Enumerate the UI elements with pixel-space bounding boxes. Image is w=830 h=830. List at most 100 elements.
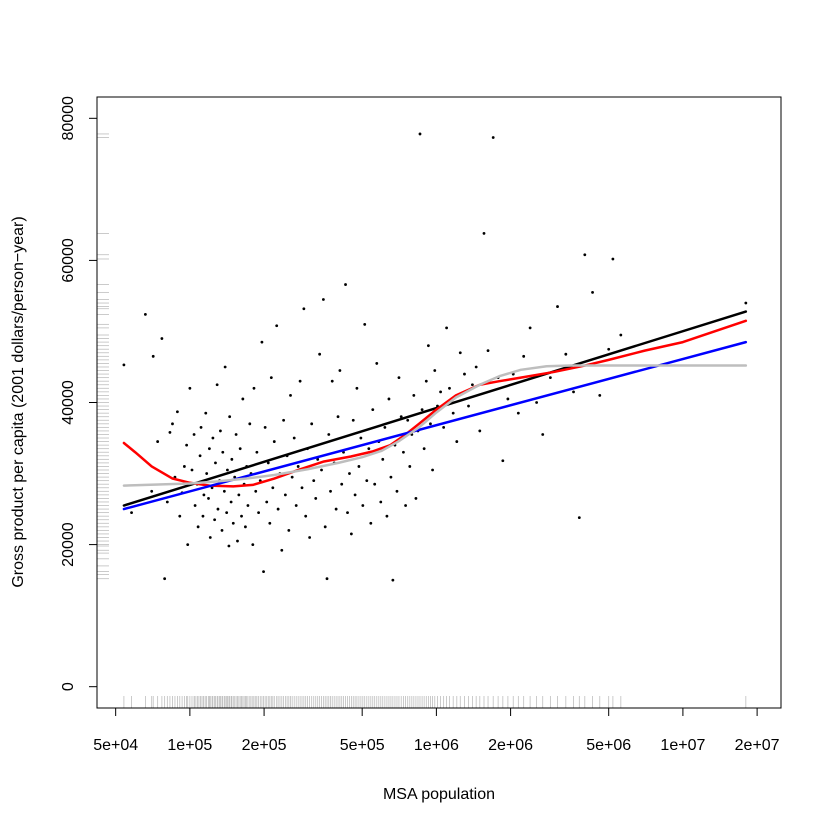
data-point xyxy=(240,514,243,518)
data-point xyxy=(448,386,451,390)
data-point xyxy=(308,536,312,539)
data-point xyxy=(619,333,623,337)
points xyxy=(122,132,748,582)
data-point xyxy=(296,465,300,468)
data-point xyxy=(491,136,495,139)
data-point xyxy=(302,307,306,311)
data-point xyxy=(298,379,302,383)
data-point xyxy=(237,493,241,497)
x-tick-label: 1e+05 xyxy=(167,737,212,754)
data-point xyxy=(463,372,466,376)
data-point xyxy=(351,418,355,422)
data-point xyxy=(412,393,416,397)
data-point xyxy=(211,436,215,440)
data-point xyxy=(228,415,232,419)
data-point xyxy=(223,365,227,369)
data-point xyxy=(321,298,325,301)
data-point xyxy=(219,429,222,433)
data-point xyxy=(391,578,395,582)
data-point xyxy=(381,457,385,461)
data-point xyxy=(383,425,387,429)
data-point xyxy=(404,504,407,507)
data-point xyxy=(282,418,286,422)
data-point xyxy=(220,528,224,532)
data-point xyxy=(433,369,437,372)
data-point xyxy=(420,408,424,412)
data-point xyxy=(325,577,329,581)
data-point xyxy=(528,326,532,330)
data-point xyxy=(445,326,448,330)
data-point xyxy=(230,457,234,461)
data-point xyxy=(156,440,160,443)
data-point xyxy=(122,363,126,367)
data-point xyxy=(272,440,276,443)
data-point xyxy=(577,516,581,519)
y-tick-label: 80000 xyxy=(60,96,77,141)
x-tick-label: 5e+05 xyxy=(340,737,385,754)
x-tick-label: 2e+05 xyxy=(242,737,287,754)
data-point xyxy=(226,468,229,472)
data-point xyxy=(387,397,391,401)
data-point xyxy=(556,305,559,308)
data-point xyxy=(165,500,169,504)
data-point xyxy=(478,429,482,433)
data-point xyxy=(355,386,359,390)
data-point xyxy=(408,465,412,468)
data-point xyxy=(202,493,206,497)
data-point xyxy=(329,489,332,493)
data-point xyxy=(548,376,552,380)
data-point xyxy=(213,518,217,522)
data-point xyxy=(216,507,220,511)
data-point xyxy=(214,461,217,465)
data-point xyxy=(222,489,226,493)
data-point xyxy=(251,543,255,546)
data-point xyxy=(236,539,239,543)
data-point xyxy=(227,544,231,548)
data-point xyxy=(178,514,182,518)
data-point xyxy=(287,528,291,532)
data-point xyxy=(190,468,194,472)
data-point xyxy=(143,313,147,316)
data-point xyxy=(583,253,587,257)
data-point xyxy=(254,489,258,493)
data-point xyxy=(246,504,250,507)
data-point xyxy=(348,472,351,475)
data-point xyxy=(263,425,267,429)
rugs xyxy=(97,133,747,708)
data-point xyxy=(330,379,334,383)
data-point xyxy=(266,461,270,465)
data-point xyxy=(320,468,323,472)
data-point xyxy=(290,475,294,479)
data-point xyxy=(255,450,259,454)
data-point xyxy=(474,365,478,369)
data-point xyxy=(598,393,602,397)
data-point xyxy=(439,390,442,394)
data-point xyxy=(182,465,186,468)
data-point xyxy=(271,486,275,490)
data-point xyxy=(397,376,401,380)
data-point xyxy=(175,410,179,414)
data-point xyxy=(205,472,209,475)
data-point xyxy=(389,475,393,479)
data-point xyxy=(233,475,237,479)
data-point xyxy=(385,514,389,518)
data-point xyxy=(208,536,212,539)
data-point xyxy=(349,532,353,536)
data-point xyxy=(482,232,486,235)
x-tick-label: 1e+06 xyxy=(414,737,459,754)
data-point xyxy=(323,525,327,529)
fit-line-1 xyxy=(122,319,748,488)
data-point xyxy=(402,450,405,454)
data-point xyxy=(283,493,287,497)
data-point xyxy=(130,511,133,515)
data-point xyxy=(196,525,200,529)
x-tick-label: 2e+07 xyxy=(735,737,780,754)
x-tick-label: 1e+07 xyxy=(660,737,705,754)
data-point xyxy=(186,543,190,546)
data-point xyxy=(357,465,361,468)
data-point xyxy=(591,290,594,294)
data-point xyxy=(252,386,256,390)
data-point xyxy=(204,411,208,415)
data-point xyxy=(294,504,298,507)
